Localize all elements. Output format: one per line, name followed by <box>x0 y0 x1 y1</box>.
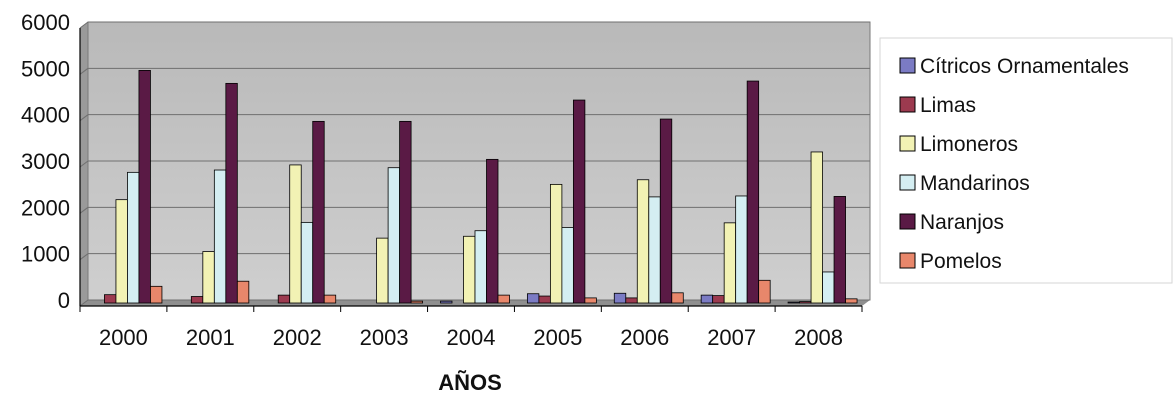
bar <box>700 294 714 304</box>
y-gridline-wall <box>79 160 89 168</box>
bar <box>323 294 337 304</box>
bar <box>497 294 510 304</box>
bar <box>225 82 238 304</box>
x-axis-title: AÑOS <box>438 370 502 394</box>
bar <box>312 120 325 304</box>
legend-label: Pomelos <box>920 250 1002 273</box>
legend-box <box>879 37 1173 284</box>
bar <box>236 280 250 304</box>
y-gridline-wall <box>79 206 89 214</box>
bar <box>115 199 128 304</box>
x-tick-label: 2002 <box>273 325 322 350</box>
bar <box>822 271 835 304</box>
bar <box>376 237 389 304</box>
y-gridline-wall <box>79 253 89 261</box>
bar <box>104 294 117 304</box>
bar <box>486 158 499 304</box>
bar <box>213 169 227 304</box>
bar <box>474 230 487 304</box>
x-tick-label: 2004 <box>447 325 496 350</box>
bar <box>712 295 725 304</box>
bar <box>190 296 204 304</box>
bar <box>648 196 661 304</box>
bar <box>671 292 684 304</box>
y-tick-label: 4000 <box>21 103 70 128</box>
legend-swatch <box>899 135 916 152</box>
legend-label: Limoneros <box>920 133 1018 156</box>
bar <box>399 120 412 304</box>
bar <box>746 80 760 304</box>
legend-swatch <box>899 96 916 113</box>
bar <box>300 221 314 304</box>
bar <box>538 295 551 304</box>
bar <box>659 118 673 304</box>
legend-label: Limas <box>920 94 976 117</box>
bar <box>549 183 563 304</box>
bar <box>833 196 846 304</box>
bar <box>561 227 574 304</box>
bar <box>584 297 597 304</box>
bar <box>758 279 771 304</box>
x-tick-label: 2007 <box>707 325 756 350</box>
x-tick-label: 2008 <box>794 325 843 350</box>
legend-swatch <box>899 213 916 230</box>
bar <box>613 292 627 304</box>
bar <box>810 151 823 304</box>
x-tick-label: 2001 <box>186 325 235 350</box>
x-tick-label: 2006 <box>620 325 669 350</box>
bar <box>625 297 638 304</box>
y-gridline-wall <box>79 114 89 122</box>
legend-label: Naranjos <box>920 211 1004 234</box>
bar <box>410 300 424 304</box>
bar <box>845 298 858 304</box>
y-tick-label: 5000 <box>21 56 70 81</box>
legend-swatch <box>899 252 916 269</box>
x-tick-label: 2005 <box>533 325 582 350</box>
y-tick-label: 2000 <box>21 195 70 220</box>
bar <box>127 171 140 304</box>
bar <box>463 235 476 304</box>
bar <box>787 301 800 304</box>
y-tick-label: 0 <box>58 288 70 313</box>
bar <box>150 285 163 304</box>
bar <box>636 179 650 304</box>
bar <box>277 294 291 304</box>
legend-label: Cítricos Ornamentales <box>920 55 1129 78</box>
bar <box>572 99 586 304</box>
y-gridline-wall <box>79 67 89 75</box>
bar <box>138 70 151 304</box>
legend-swatch <box>899 174 916 191</box>
bar <box>735 195 748 304</box>
x-tick-label: 2000 <box>99 325 148 350</box>
y-tick-label: 6000 <box>21 10 70 35</box>
x-tick-label: 2003 <box>360 325 409 350</box>
y-tick-label: 3000 <box>21 149 70 174</box>
y-tick-label: 1000 <box>21 242 70 267</box>
y-gridline-wall <box>79 21 89 29</box>
bar <box>440 300 453 304</box>
bar <box>723 222 737 304</box>
bar <box>289 164 302 304</box>
bar <box>526 293 540 304</box>
bar <box>387 167 401 304</box>
legend-swatch <box>899 57 916 74</box>
y-gridline-wall <box>79 299 89 307</box>
bar <box>202 251 215 304</box>
bar <box>799 301 812 304</box>
legend-label: Mandarinos <box>920 172 1030 195</box>
